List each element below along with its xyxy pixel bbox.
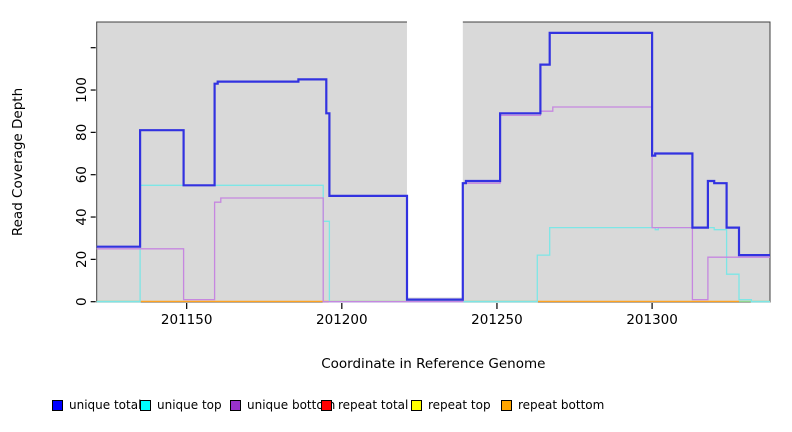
y-tick-label: 40 <box>74 208 90 225</box>
legend-item-repeat-bottom: repeat bottom <box>501 397 604 413</box>
legend-item-unique-total: unique total <box>52 397 141 413</box>
x-axis-label: Coordinate in Reference Genome <box>321 356 545 372</box>
legend-swatch-unique-top <box>140 399 151 411</box>
legend-label: unique bottom <box>247 398 336 412</box>
legend-label: repeat total <box>338 398 409 412</box>
legend-item-unique-bottom: unique bottom <box>230 397 335 413</box>
legend-item-repeat-top: repeat top <box>411 397 491 413</box>
legend-label: repeat bottom <box>518 398 605 412</box>
x-tick-label: 201200 <box>316 312 368 328</box>
legend-swatch-repeat-top <box>411 399 422 411</box>
legend-swatch-repeat-total <box>321 399 332 411</box>
y-tick-label: 60 <box>74 166 90 183</box>
legend-swatch-unique-bottom <box>230 399 241 411</box>
coverage-plot-svg: 201150 201200 201250 201300 0 20 40 60 80 100 Coor… <box>10 14 771 372</box>
legend-label: repeat top <box>428 398 491 412</box>
y-tick-label: 100 <box>74 77 90 103</box>
legend-item-repeat-total: repeat total <box>321 397 408 413</box>
legend-swatch-repeat-bottom <box>501 399 512 411</box>
series-unique-total <box>96 31 770 301</box>
y-tick-label: 80 <box>74 124 90 141</box>
x-tick-label: 201150 <box>161 312 213 328</box>
legend-swatch-unique-total <box>52 399 63 411</box>
legend-label: unique top <box>157 398 222 412</box>
no-data-gap <box>406 14 463 298</box>
x-tick-label: 201300 <box>626 312 678 328</box>
legend-item-unique-top: unique top <box>140 397 222 413</box>
legend: unique total unique top unique bottom re… <box>0 397 792 417</box>
legend-label: unique total <box>69 398 142 412</box>
y-axis-label: Read Coverage Depth <box>10 88 26 236</box>
y-tick-label: 0 <box>74 297 90 306</box>
x-tick-label: 201250 <box>471 312 523 328</box>
y-tick-label: 20 <box>74 251 90 268</box>
